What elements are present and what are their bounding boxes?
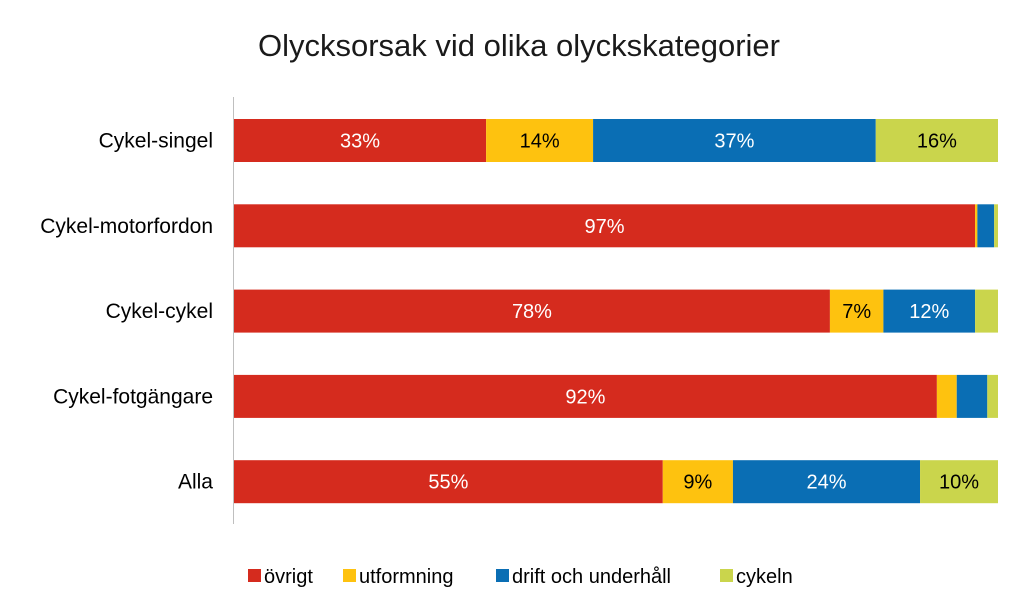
legend-item-utformning: utformning (343, 566, 454, 588)
bar-cykel-motorfordon-utformning (975, 204, 978, 248)
legend-swatch-cykeln (720, 569, 733, 582)
bar-alla-ovrigt (234, 460, 663, 504)
legend-label-cykeln: cykeln (736, 566, 793, 588)
data-label-cykel-cykel-utformning: 7% (842, 301, 871, 323)
bar-cykel-singel-cykeln (875, 119, 998, 162)
data-label-alla-drift-och-underhall: 24% (806, 472, 846, 494)
bar-cykel-cykel-ovrigt (234, 289, 830, 333)
legend-item-drift-och-underhall: drift och underhåll (496, 566, 671, 588)
legend-swatch-ovrigt (248, 569, 261, 582)
data-label-alla-cykeln: 10% (939, 472, 979, 494)
category-label-cykel-fotgangare: Cykel-fotgängare (53, 385, 213, 408)
data-label-cykel-singel-cykeln: 16% (917, 131, 957, 153)
bar-cykel-cykel-utformning (829, 289, 884, 333)
legend-label-ovrigt: övrigt (264, 566, 313, 588)
data-label-cykel-fotgangare-ovrigt: 92% (565, 386, 605, 408)
legend-swatch-drift-och-underhall (496, 569, 509, 582)
bar-cykel-singel-drift-och-underhall (593, 119, 876, 162)
bar-alla-drift-och-underhall (732, 460, 921, 504)
bar-alla-utformning (662, 460, 733, 504)
category-label-cykel-singel: Cykel-singel (99, 130, 213, 153)
legend-label-utformning: utformning (359, 566, 454, 588)
bar-cykel-cykel-cykeln (975, 289, 998, 333)
bar-cykel-motorfordon-cykeln (994, 204, 998, 248)
data-label-cykel-singel-drift-och-underhall: 37% (714, 131, 754, 153)
chart-title: Olycksorsak vid olika olyckskategorier (258, 28, 780, 63)
bar-cykel-motorfordon-drift-och-underhall (977, 204, 995, 248)
bar-cykel-fotgangare-drift-och-underhall (956, 374, 988, 418)
bar-cykel-fotgangare-utformning (936, 374, 957, 418)
data-label-alla-ovrigt: 55% (428, 472, 468, 494)
category-label-cykel-motorfordon: Cykel-motorfordon (40, 215, 213, 238)
category-label-cykel-cykel: Cykel-cykel (106, 300, 213, 323)
legend: övrigt utformning drift och underhåll cykel… (248, 566, 793, 588)
legend-label-drift-och-underhall: drift och underhåll (512, 566, 671, 588)
bar-cykel-singel-utformning (486, 119, 594, 162)
legend-item-ovrigt: övrigt (248, 566, 313, 588)
data-label-alla-utformning: 9% (683, 472, 712, 494)
bar-cykel-cykel-drift-och-underhall (883, 289, 976, 333)
legend-swatch-utformning (343, 569, 356, 582)
bar-cykel-fotgangare-ovrigt (234, 374, 937, 418)
bars-layer: 33% 14% 37% 16% 97% 78% 7% 12% 92% 55% 9% 24% 10% (234, 119, 998, 504)
legend-item-cykeln: cykeln (720, 566, 793, 588)
category-label-alla: Alla (178, 471, 213, 494)
data-label-cykel-cykel-drift-och-underhall: 12% (909, 301, 949, 323)
data-label-cykel-singel-ovrigt: 33% (340, 131, 380, 153)
data-label-cykel-singel-utformning: 14% (520, 131, 560, 153)
data-label-cykel-cykel-ovrigt: 78% (512, 301, 552, 323)
bar-cykel-motorfordon-ovrigt (234, 204, 976, 248)
bar-alla-cykeln (920, 460, 998, 504)
bar-cykel-fotgangare-cykeln (987, 374, 998, 418)
data-label-cykel-motorfordon-ovrigt: 97% (585, 216, 625, 238)
bar-cykel-singel-ovrigt (234, 119, 487, 162)
category-labels: Cykel-singel Cykel-motorfordon Cykel-cykel… (40, 130, 213, 494)
